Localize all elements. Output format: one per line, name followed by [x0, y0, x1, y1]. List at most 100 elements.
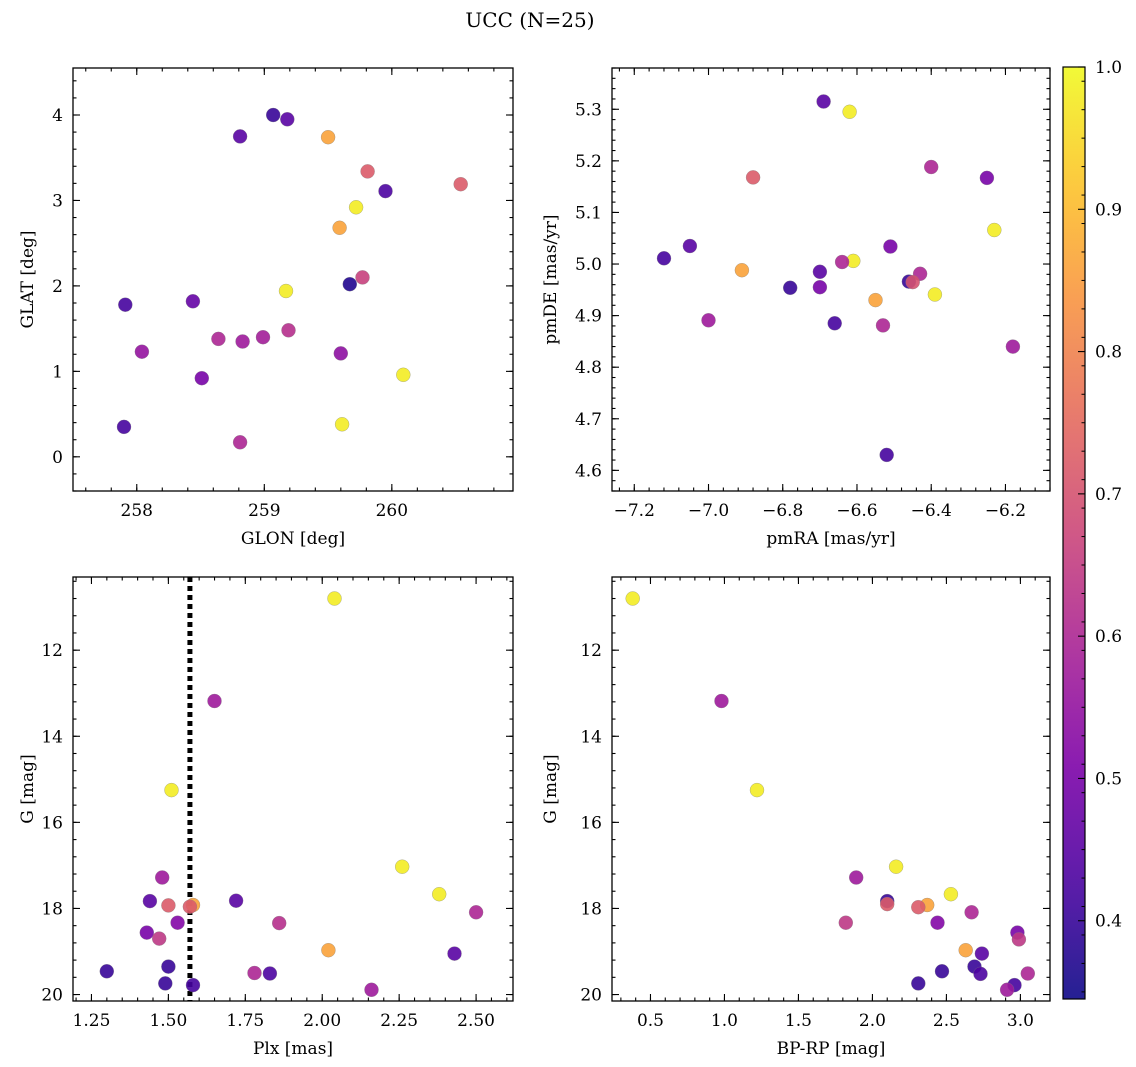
data-point	[875, 318, 891, 333]
data-point	[879, 447, 894, 463]
data-point	[905, 274, 920, 290]
y-axis-label: GLAT [deg]	[18, 230, 38, 328]
data-point	[332, 220, 347, 236]
ticks	[73, 577, 513, 1001]
data-point	[827, 316, 842, 331]
data-point	[232, 435, 248, 450]
x-tick-label: −6.6	[836, 501, 877, 521]
data-point	[280, 112, 295, 127]
data-point	[139, 925, 155, 940]
data-point	[158, 976, 173, 991]
data-point	[255, 329, 271, 345]
figure-title: UCC (N=25)	[465, 8, 594, 32]
x-tick-label: 1.50	[149, 1011, 187, 1031]
x-axis-label: pmRA [mas/yr]	[766, 529, 895, 549]
data-point	[378, 183, 393, 199]
x-tick-label: −6.8	[762, 501, 803, 521]
panel-plx-g: 1.25 1.50 1.75 2.00 2.25 2.50 12 14 16 18 20 Plx [m…	[18, 576, 514, 1059]
data-point	[334, 417, 350, 432]
x-tick-label: 0.5	[637, 1011, 664, 1031]
data-point	[812, 279, 828, 295]
data-point	[134, 344, 150, 359]
data-point	[265, 107, 281, 123]
x-tick-label: 1.25	[73, 1011, 111, 1031]
y-axis-label: G [mag]	[18, 754, 38, 823]
data-point	[355, 270, 370, 285]
x-tick-label: 2.00	[303, 1011, 341, 1031]
data-point	[321, 942, 336, 958]
y-tick-label: 4.7	[575, 410, 602, 430]
y-tick-label: 2	[52, 277, 63, 297]
y-tick-label: 4.8	[575, 358, 602, 378]
data-point	[1005, 339, 1021, 354]
colorbar-tick-label: 0.5	[1095, 769, 1122, 789]
colorbar-tick-label: 0.9	[1095, 200, 1122, 220]
data-point	[247, 965, 262, 981]
data-point	[278, 283, 294, 299]
data-point	[170, 915, 185, 930]
data-point	[360, 164, 375, 179]
y-tick-label: 18	[41, 899, 63, 919]
panel-bprp-g: 0.5 1.0 1.5 2.0 2.5 3.0 12 14 16 18 20 BP-RP [mag] G…	[541, 576, 1051, 1059]
data-point	[327, 591, 342, 606]
data-point	[734, 262, 750, 278]
data-point	[151, 931, 167, 946]
y-tick-label: 5.3	[575, 100, 602, 120]
data-point	[99, 964, 115, 979]
x-tick-label: 1.0	[711, 1011, 738, 1031]
data-point	[194, 370, 210, 386]
data-point	[842, 104, 857, 120]
data-point	[333, 346, 349, 361]
y-tick-label: 16	[580, 813, 602, 833]
data-point	[682, 238, 698, 254]
axes-frame	[611, 67, 1051, 492]
colorbar: 0.4 0.5 0.6 0.7 0.8 0.9 1.0	[1062, 58, 1122, 1000]
data-point	[911, 976, 926, 991]
scatter-points	[116, 107, 468, 450]
data-point	[453, 176, 468, 192]
data-point	[185, 977, 201, 993]
data-point	[161, 898, 176, 913]
data-point	[281, 323, 296, 338]
data-point	[271, 915, 287, 931]
x-tick-label: 2.25	[380, 1011, 418, 1031]
data-point	[207, 693, 222, 709]
data-point	[447, 946, 462, 961]
colorbar-tick-label: 0.7	[1095, 485, 1122, 505]
data-point	[232, 129, 248, 144]
scatter-points	[656, 94, 1021, 463]
y-tick-label: 1	[52, 362, 63, 382]
y-tick-label: 5.2	[575, 152, 602, 172]
data-point	[834, 254, 850, 270]
x-tick-label: 260	[376, 501, 408, 521]
colorbar-tick-label: 0.8	[1095, 343, 1122, 363]
x-axis-label: Plx [mas]	[253, 1039, 333, 1059]
data-point	[964, 905, 979, 920]
y-axis-label: pmDE [mas/yr]	[541, 214, 561, 344]
y-tick-label: 5.0	[575, 255, 602, 275]
data-point	[812, 264, 828, 280]
y-tick-label: 14	[580, 727, 602, 747]
data-point	[431, 886, 447, 902]
data-point	[468, 905, 484, 920]
panel-pmra-pmde: −7.2 −7.0 −6.8 −6.6 −6.4 −6.2 4.6 4.7 4.8 4.9 5.0 5…	[541, 67, 1051, 549]
data-point	[164, 782, 179, 798]
y-tick-label: 4.9	[575, 307, 602, 327]
y-tick-label: 0	[52, 448, 63, 468]
y-tick-label: 12	[41, 641, 63, 661]
x-tick-label: −7.2	[614, 501, 655, 521]
y-tick-label: 18	[580, 899, 602, 919]
x-tick-label: 2.0	[859, 1011, 886, 1031]
data-point	[816, 94, 831, 109]
data-point	[364, 982, 379, 998]
y-tick-label: 3	[52, 191, 63, 211]
x-tick-label: −6.2	[985, 501, 1026, 521]
y-axis-label: G [mag]	[541, 754, 561, 823]
data-point	[142, 893, 158, 909]
x-tick-label: 1.75	[226, 1011, 264, 1031]
axes-frame	[72, 576, 514, 1002]
data-point	[848, 870, 864, 885]
data-point	[745, 170, 761, 185]
data-point	[979, 170, 995, 186]
